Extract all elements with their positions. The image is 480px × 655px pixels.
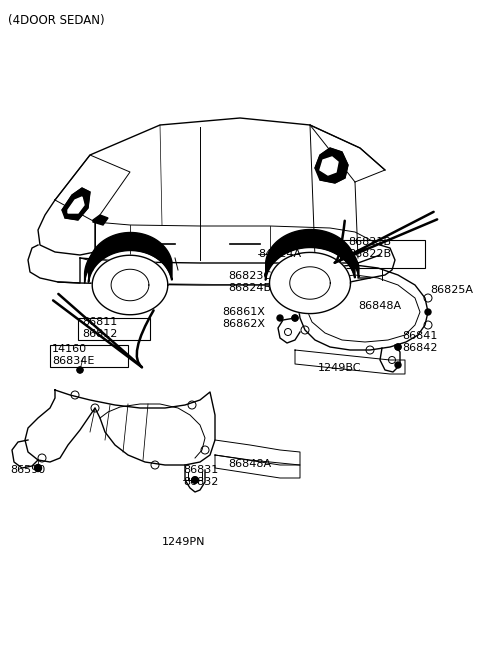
Bar (340, 240, 425, 268)
Text: 86831
86832: 86831 86832 (183, 465, 218, 487)
Circle shape (277, 315, 283, 321)
Circle shape (35, 464, 41, 472)
Polygon shape (62, 188, 90, 220)
Text: 86825A: 86825A (430, 285, 473, 295)
Circle shape (395, 362, 401, 368)
Polygon shape (315, 148, 348, 183)
Circle shape (292, 277, 298, 283)
Text: 86590: 86590 (10, 465, 45, 475)
Polygon shape (92, 255, 168, 315)
Circle shape (77, 367, 83, 373)
Polygon shape (270, 252, 350, 314)
Circle shape (425, 309, 431, 315)
Text: (4DOOR SEDAN): (4DOOR SEDAN) (8, 14, 105, 27)
Text: 86848A: 86848A (358, 301, 401, 311)
Circle shape (292, 315, 298, 321)
Text: 86823C
86824B: 86823C 86824B (228, 271, 271, 293)
Circle shape (395, 344, 401, 350)
Polygon shape (93, 215, 108, 225)
Circle shape (395, 344, 401, 350)
Circle shape (35, 465, 41, 471)
Text: 1249PN: 1249PN (162, 537, 205, 547)
Text: 86841
86842: 86841 86842 (402, 331, 437, 353)
Text: 1249BC: 1249BC (318, 363, 361, 373)
Text: 86811
86812: 86811 86812 (82, 317, 118, 339)
Text: 86848A: 86848A (228, 459, 271, 469)
Bar (78, 318, 150, 340)
Bar (50, 345, 128, 367)
Polygon shape (320, 157, 338, 175)
Circle shape (192, 477, 198, 483)
Text: 86861X
86862X: 86861X 86862X (222, 307, 265, 329)
Circle shape (272, 251, 278, 257)
Text: 84124A: 84124A (258, 249, 301, 259)
Polygon shape (68, 197, 84, 213)
Circle shape (292, 315, 298, 321)
Text: 86821B
86822B: 86821B 86822B (348, 237, 391, 259)
Text: 14160
86834E: 14160 86834E (52, 344, 95, 365)
